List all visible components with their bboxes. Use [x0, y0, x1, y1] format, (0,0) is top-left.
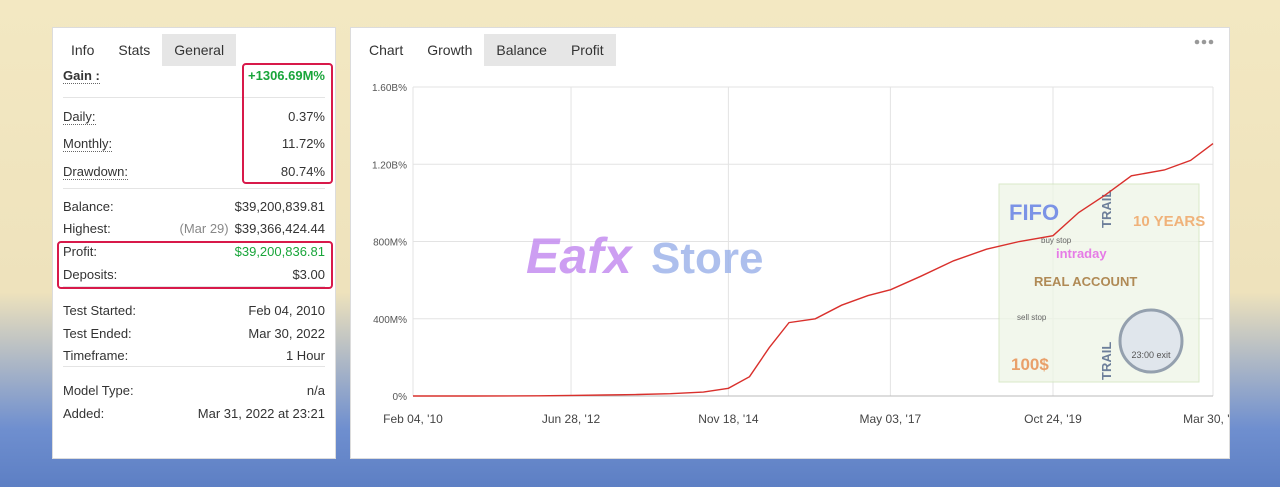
stat-row: Profit: $39,200,836.81 — [63, 244, 325, 262]
y-tick-label: 1.20B% — [372, 160, 407, 171]
tab[interactable]: Stats — [106, 34, 163, 66]
stat-value-text: Mar 30, 2022 — [248, 326, 325, 341]
stat-row: Test Ended: Mar 30, 2022 — [63, 326, 325, 344]
tab[interactable]: General — [162, 34, 237, 66]
tab[interactable]: Info — [59, 34, 107, 66]
tab-bar: Info Stats General — [59, 34, 237, 66]
separator — [63, 188, 325, 189]
stat-value: Feb 04, 2010 — [248, 303, 325, 318]
growth-line — [413, 143, 1214, 397]
stat-value: 1 Hour — [286, 348, 325, 363]
stat-value: n/a — [307, 383, 325, 398]
stat-label: Test Started: — [63, 303, 136, 318]
y-tick-label: 0% — [393, 392, 408, 403]
stat-row: Highest: (Mar 29) $39,366,424.44 — [63, 221, 325, 239]
highlight-box — [242, 63, 333, 184]
tab[interactable]: Balance — [484, 34, 559, 66]
y-tick-label: 400M% — [373, 315, 407, 326]
watermark-clock — [1118, 308, 1184, 374]
stat-row: Deposits: $3.00 — [63, 267, 325, 285]
separator — [63, 97, 325, 98]
stat-label: Added: — [63, 406, 105, 421]
tab[interactable]: Growth — [415, 34, 485, 66]
stat-label: Gain : — [63, 68, 100, 84]
stat-value: Mar 30, 2022 — [248, 326, 325, 341]
tab[interactable]: Profit — [558, 34, 616, 66]
stat-label: Monthly: — [63, 136, 113, 152]
x-tick-label: Mar 30, '22 — [1183, 412, 1229, 426]
watermark-text: Store — [651, 234, 763, 283]
x-tick-label: Oct 24, '19 — [1024, 412, 1082, 426]
y-tick-label: 1.60B% — [372, 83, 407, 94]
stat-row: Drawdown: 80.74% — [63, 164, 325, 182]
stat-row: Gain : +1306.69M% — [63, 68, 325, 86]
x-tick-label: Nov 18, '14 — [698, 412, 759, 426]
stat-label: Model Type: — [63, 383, 134, 398]
tab-bar: Chart Growth Balance Profit — [357, 34, 616, 66]
highlight-box — [57, 241, 333, 289]
stat-value-text: $39,200,836.81 — [234, 244, 325, 259]
stat-value-text: $39,200,839.81 — [234, 199, 325, 214]
stat-label: Drawdown: — [63, 164, 129, 180]
watermark-text: buy stop — [1041, 236, 1072, 245]
watermark-text: sell stop — [1017, 313, 1047, 322]
stat-value: Mar 31, 2022 at 23:21 — [198, 406, 325, 421]
stat-label: Highest: — [63, 221, 111, 236]
watermark-text: 100$ — [1011, 355, 1049, 374]
stat-label: Balance: — [63, 199, 114, 214]
stat-row: Test Started: Feb 04, 2010 — [63, 303, 325, 321]
watermark-text: REAL ACCOUNT — [1034, 274, 1137, 289]
stat-row: Monthly: 11.72% — [63, 136, 325, 154]
watermark-text: TRAIL — [1099, 342, 1114, 380]
stat-row: Timeframe: 1 Hour — [63, 348, 325, 366]
watermark-text: intraday — [1056, 246, 1107, 261]
x-tick-label: May 03, '17 — [860, 412, 922, 426]
stat-value-text: 0.37% — [288, 109, 325, 124]
watermark-text: 23:00 exit — [1131, 350, 1171, 360]
stat-value-text: Feb 04, 2010 — [248, 303, 325, 318]
watermark-text: 10 YEARS — [1133, 213, 1205, 230]
stat-value: +1306.69M% — [248, 68, 325, 83]
stat-value-text: +1306.69M% — [248, 68, 325, 83]
stat-row: Added: Mar 31, 2022 at 23:21 — [63, 406, 325, 424]
stat-label: Profit: — [63, 244, 97, 259]
stats-panel: Info Stats General Gain : +1306.69M% Daily: 0… — [52, 27, 336, 459]
separator — [63, 366, 325, 367]
y-tick-label: 800M% — [373, 238, 407, 249]
chart: 0% 400M% 800M% 1.20B% 1.60B% Feb 04, '10 Jun 2… — [372, 39, 1229, 426]
x-tick-label: Jun 28, '12 — [542, 412, 601, 426]
stat-value: (Mar 29) $39,366,424.44 — [180, 221, 326, 236]
watermark-text: Eafx — [526, 228, 634, 284]
x-tick-label: Feb 04, '10 — [383, 412, 443, 426]
separator — [63, 286, 325, 287]
stat-value-text: $3.00 — [292, 267, 325, 282]
stat-label: Deposits: — [63, 267, 118, 282]
stat-value-text: n/a — [306, 383, 325, 398]
stat-row: Daily: 0.37% — [63, 109, 325, 127]
stat-value: 80.74% — [281, 164, 325, 179]
stat-value-text: Mar 31, 2022 at 23:21 — [197, 406, 325, 421]
stat-value-text: 1 Hour — [285, 348, 325, 363]
stat-value-text: 11.72% — [281, 136, 325, 151]
stat-value-text: 80.74% — [280, 164, 325, 179]
stat-value-text: $39,366,424.44 — [234, 221, 325, 236]
chart-panel: Chart Growth Balance Profit 0% 400M% 800M% 1.2… — [350, 27, 1230, 459]
stat-row: Balance: $39,200,839.81 — [63, 199, 325, 217]
stat-value: 0.37% — [288, 109, 325, 124]
stat-value: $39,200,839.81 — [235, 199, 325, 214]
stat-value: 11.72% — [282, 136, 325, 151]
watermark-text: TRAIL — [1099, 190, 1114, 228]
stat-label: Daily: — [63, 109, 96, 125]
stat-note: (Mar 29) — [179, 221, 229, 236]
stat-row: Model Type: n/a — [63, 383, 325, 401]
stat-value: $39,200,836.81 — [235, 244, 325, 259]
tab[interactable]: Chart — [357, 34, 416, 66]
stat-value: $3.00 — [292, 267, 325, 282]
stat-label: Test Ended: — [63, 326, 132, 341]
watermark-text: FIFO — [1009, 200, 1059, 225]
menu-dots[interactable] — [1194, 39, 1214, 45]
stat-label: Timeframe: — [63, 348, 129, 363]
